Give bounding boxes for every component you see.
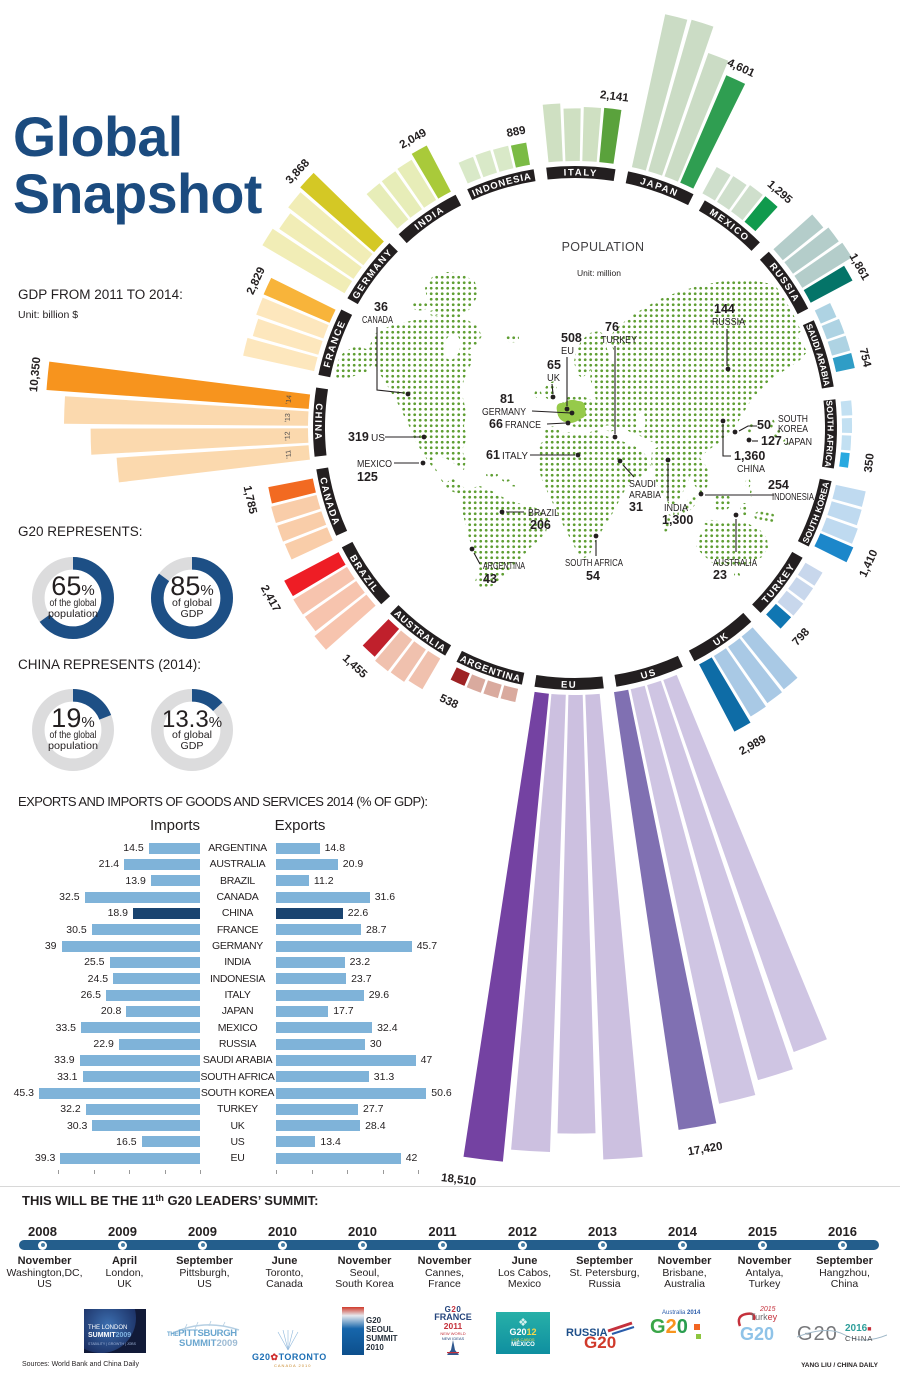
svg-text:2,417: 2,417 xyxy=(258,583,283,614)
svg-text:US: US xyxy=(371,433,385,444)
svg-text:’11: ’11 xyxy=(285,449,293,459)
svg-text:of global: of global xyxy=(172,597,212,609)
svg-text:KOREA: KOREA xyxy=(778,424,808,435)
svg-text:BRAZIL: BRAZIL xyxy=(528,508,559,519)
svg-text:GDP: GDP xyxy=(181,740,204,752)
svg-text:of the global: of the global xyxy=(50,729,97,741)
svg-text:66: 66 xyxy=(489,417,503,431)
svg-text:MEXICO: MEXICO xyxy=(357,459,392,470)
svg-text:SOUTH AFRICA: SOUTH AFRICA xyxy=(565,558,623,569)
svg-text:ITALY: ITALY xyxy=(502,451,528,462)
svg-text:31: 31 xyxy=(629,500,643,514)
svg-text:206: 206 xyxy=(530,518,551,532)
svg-text:SOUTH AFRICA: SOUTH AFRICA xyxy=(823,400,836,468)
svg-text:POPULATION: POPULATION xyxy=(562,240,645,254)
svg-text:population: population xyxy=(48,608,98,620)
svg-text:1,785: 1,785 xyxy=(241,485,259,516)
svg-text:61: 61 xyxy=(486,448,500,462)
svg-text:CHINA: CHINA xyxy=(312,403,324,441)
svg-text:AUSTRALIA: AUSTRALIA xyxy=(713,558,757,569)
svg-text:319: 319 xyxy=(348,430,369,444)
svg-text:50: 50 xyxy=(757,418,771,432)
svg-text:’14: ’14 xyxy=(285,395,293,405)
svg-text:10,350: 10,350 xyxy=(28,356,43,392)
svg-text:36: 36 xyxy=(374,300,388,314)
svg-text:23: 23 xyxy=(713,568,727,582)
svg-text:754: 754 xyxy=(857,347,873,369)
svg-text:65: 65 xyxy=(547,358,561,372)
svg-text:INDONESIA: INDONESIA xyxy=(772,492,814,503)
svg-text:43: 43 xyxy=(483,572,497,586)
svg-text:1,360: 1,360 xyxy=(734,449,765,463)
svg-text:127: 127 xyxy=(761,434,782,448)
svg-text:SOUTH KOREA: SOUTH KOREA xyxy=(800,481,831,545)
svg-text:UK: UK xyxy=(547,373,560,384)
svg-text:ARGENTINA: ARGENTINA xyxy=(483,561,525,572)
svg-text:EU: EU xyxy=(561,680,578,691)
svg-text:TURKEY: TURKEY xyxy=(601,335,637,346)
svg-text:2,829: 2,829 xyxy=(245,265,268,296)
svg-text:889: 889 xyxy=(506,125,527,140)
svg-text:ARGENTINA: ARGENTINA xyxy=(458,653,522,684)
svg-text:125: 125 xyxy=(357,470,378,484)
svg-text:350: 350 xyxy=(863,453,877,473)
svg-text:’13: ’13 xyxy=(285,413,292,423)
svg-text:of global: of global xyxy=(172,729,212,741)
svg-text:SAUDI: SAUDI xyxy=(629,479,656,490)
svg-text:1,455: 1,455 xyxy=(340,652,370,681)
svg-text:RUSSIA: RUSSIA xyxy=(712,317,745,328)
svg-text:4,601: 4,601 xyxy=(725,57,757,80)
svg-text:76: 76 xyxy=(605,320,619,334)
svg-text:CANADA: CANADA xyxy=(362,315,393,326)
svg-text:ITALY: ITALY xyxy=(564,167,599,179)
svg-text:538: 538 xyxy=(437,693,460,712)
svg-text:ARABIA: ARABIA xyxy=(629,490,661,501)
svg-text:254: 254 xyxy=(768,478,789,492)
svg-text:2,141: 2,141 xyxy=(599,89,630,104)
svg-text:GERMANY: GERMANY xyxy=(482,407,526,418)
svg-text:JAPAN: JAPAN xyxy=(784,437,812,448)
svg-text:17,420: 17,420 xyxy=(687,1141,724,1159)
svg-text:1,300: 1,300 xyxy=(662,513,693,527)
svg-text:INDIA: INDIA xyxy=(664,503,688,514)
svg-text:EU: EU xyxy=(561,346,574,357)
svg-text:2,989: 2,989 xyxy=(737,733,768,758)
svg-text:144: 144 xyxy=(714,302,735,316)
svg-text:US: US xyxy=(640,667,659,682)
svg-text:’12: ’12 xyxy=(284,431,291,441)
svg-text:CHINA: CHINA xyxy=(737,464,765,475)
svg-text:GDP: GDP xyxy=(181,608,204,620)
svg-text:SOUTH: SOUTH xyxy=(778,414,808,425)
svg-text:population: population xyxy=(48,740,98,752)
svg-text:1,410: 1,410 xyxy=(858,548,881,579)
svg-text:798: 798 xyxy=(790,626,812,649)
svg-text:FRANCE: FRANCE xyxy=(505,420,541,431)
svg-text:Unit: million: Unit: million xyxy=(577,268,621,278)
svg-text:508: 508 xyxy=(561,331,582,345)
svg-text:81: 81 xyxy=(500,392,514,406)
svg-text:54: 54 xyxy=(586,569,600,583)
svg-text:18,510: 18,510 xyxy=(440,1172,476,1188)
svg-text:of the global: of the global xyxy=(50,597,97,609)
